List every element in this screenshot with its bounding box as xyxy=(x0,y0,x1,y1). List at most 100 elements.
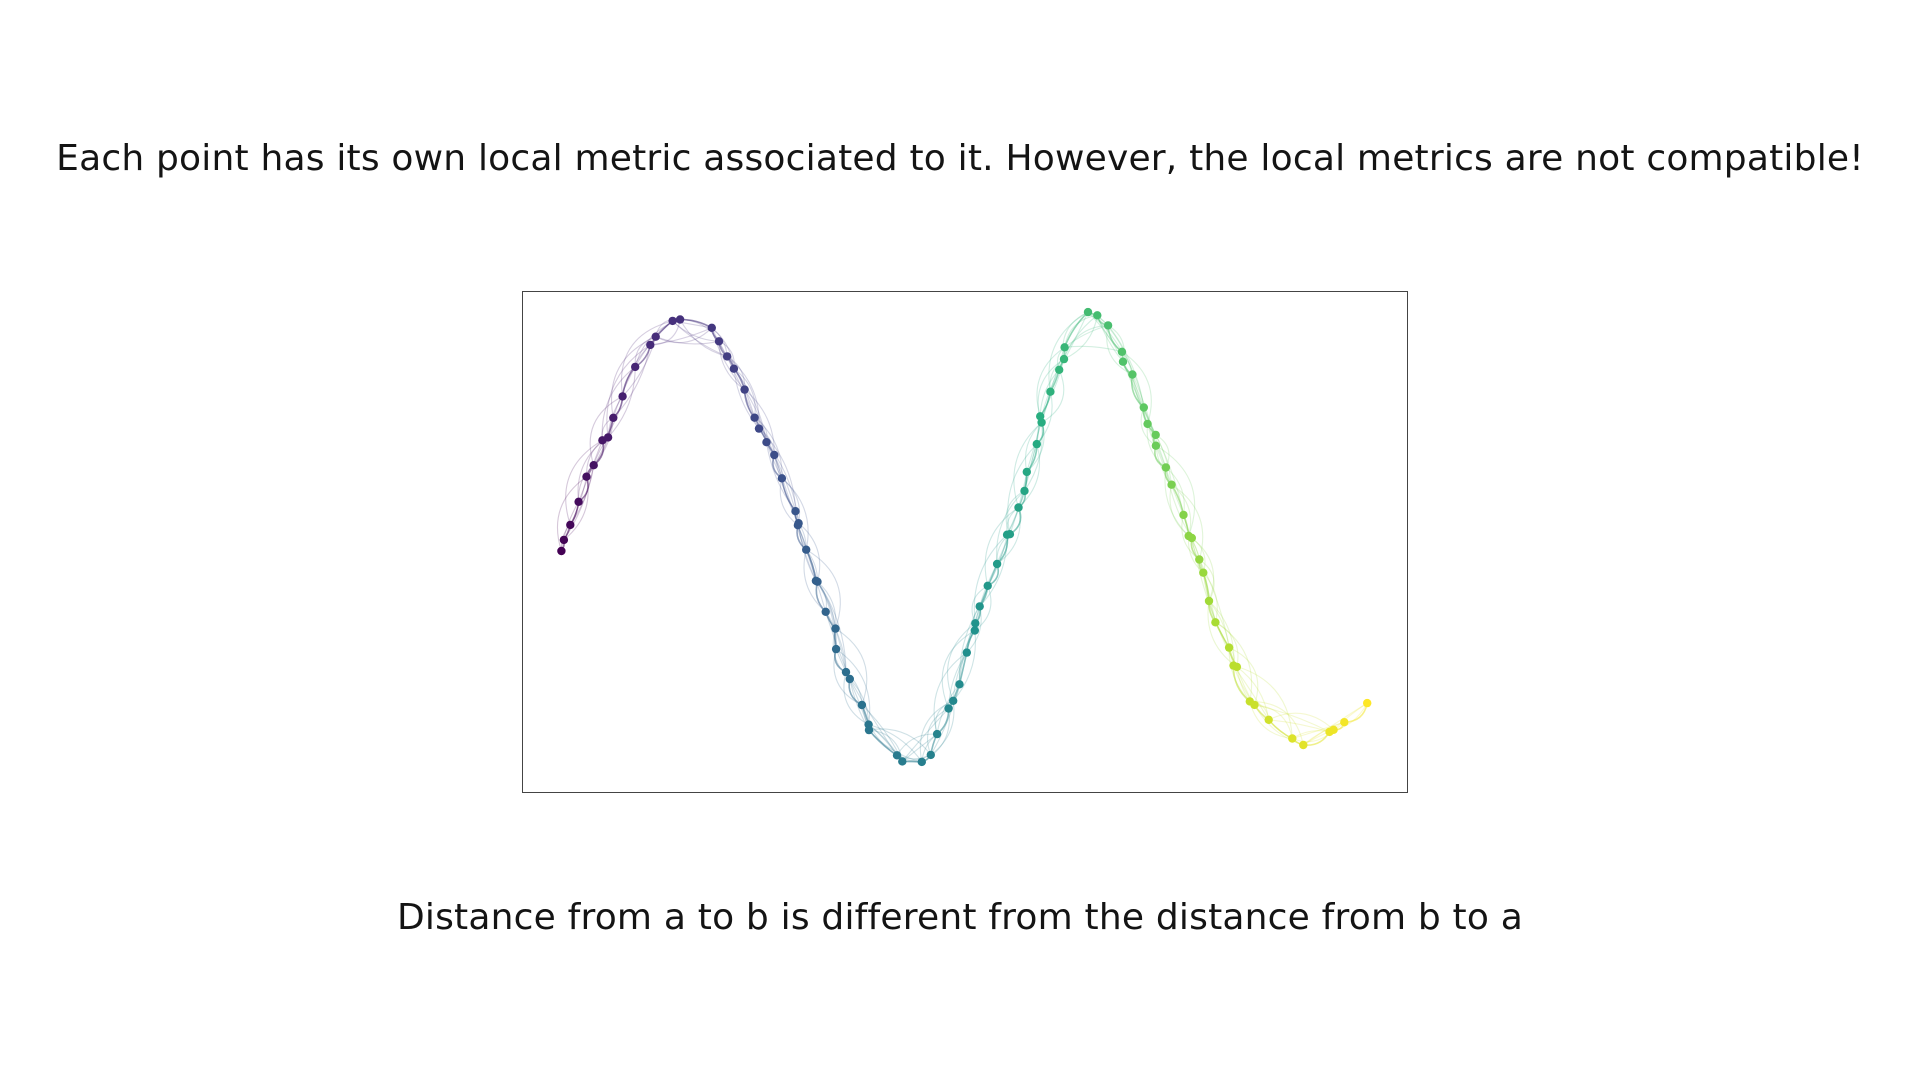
data-point xyxy=(1103,321,1113,330)
data-point xyxy=(557,546,566,556)
metric-edge xyxy=(1039,369,1060,417)
metric-edge xyxy=(1164,467,1190,537)
metric-edge xyxy=(1007,443,1038,535)
metric-edge xyxy=(612,344,651,419)
data-point xyxy=(1151,441,1161,450)
data-point xyxy=(631,362,640,372)
metric-edge xyxy=(1064,345,1123,353)
data-point xyxy=(898,757,907,766)
metric-edge xyxy=(679,319,728,357)
data-point xyxy=(845,674,854,684)
data-point xyxy=(802,545,811,554)
data-point xyxy=(646,340,655,350)
data-point xyxy=(917,757,926,767)
data-point xyxy=(1118,357,1128,366)
metric-edge xyxy=(718,341,756,418)
data-point xyxy=(975,602,984,611)
metric-edge xyxy=(952,630,976,702)
metric-edge xyxy=(1064,314,1098,348)
metric-edge xyxy=(589,395,623,466)
data-point xyxy=(1046,387,1055,396)
data-point xyxy=(582,472,591,481)
metric-edge xyxy=(973,534,1008,624)
metric-edge xyxy=(966,585,989,653)
metric-edge xyxy=(1268,712,1334,731)
top-caption: Each point has its own local metric asso… xyxy=(56,138,1864,179)
data-point xyxy=(857,700,867,710)
metric-edge xyxy=(1024,422,1042,473)
data-point xyxy=(762,438,771,447)
metric-edge xyxy=(996,490,1025,565)
data-point xyxy=(1060,343,1069,352)
data-point xyxy=(1199,568,1208,577)
metric-edge xyxy=(726,355,760,429)
metric-edge xyxy=(797,525,827,612)
metric-edge xyxy=(1155,445,1185,516)
data-point xyxy=(714,337,724,346)
metric-edge xyxy=(744,389,775,456)
metric-edge xyxy=(1236,666,1270,720)
data-point xyxy=(926,750,935,760)
metric-edge xyxy=(933,652,968,735)
metric-edge xyxy=(849,678,870,725)
metric-edge xyxy=(1198,559,1215,602)
data-point xyxy=(754,424,764,433)
data-point xyxy=(559,535,569,545)
data-point xyxy=(675,315,685,324)
data-point xyxy=(1179,510,1188,520)
data-point xyxy=(892,751,902,760)
data-point xyxy=(813,577,822,586)
data-point xyxy=(1299,740,1308,750)
data-point xyxy=(750,413,759,422)
metric-edge xyxy=(1013,422,1042,508)
data-point xyxy=(864,725,874,735)
metric-edge xyxy=(773,454,797,512)
metric-edge xyxy=(958,606,981,685)
metric-edge xyxy=(1147,423,1173,485)
data-point xyxy=(1363,698,1372,708)
metric-edge xyxy=(825,611,847,673)
metric-edge xyxy=(941,630,976,709)
metric-edge xyxy=(868,724,923,763)
metric-edge xyxy=(621,320,673,397)
metric-edge xyxy=(680,318,735,369)
metric-edge xyxy=(718,341,745,391)
metric-edge xyxy=(927,708,949,756)
data-point xyxy=(1128,370,1137,379)
metric-edge xyxy=(1122,361,1149,425)
scatter-plot-frame xyxy=(522,291,1408,793)
data-point xyxy=(791,507,800,516)
metric-edge xyxy=(1009,471,1028,535)
metric-edge xyxy=(672,320,720,342)
data-point xyxy=(1288,734,1297,743)
data-point xyxy=(603,433,613,442)
data-point xyxy=(983,581,992,590)
data-point xyxy=(1022,467,1031,477)
data-point xyxy=(821,607,830,616)
metric-edge xyxy=(1107,325,1145,408)
data-point xyxy=(932,729,942,739)
metric-edge xyxy=(1106,325,1133,375)
data-point xyxy=(955,680,964,689)
metric-edge xyxy=(1036,346,1065,417)
data-point xyxy=(1117,347,1127,356)
data-point xyxy=(1143,419,1152,429)
metric-edge xyxy=(1058,311,1089,371)
metric-edge xyxy=(655,336,720,345)
metric-edge xyxy=(835,628,868,706)
data-point xyxy=(1161,463,1171,472)
data-point xyxy=(770,450,779,460)
metric-edge xyxy=(1063,324,1109,360)
metric-edge xyxy=(1333,702,1368,731)
metric-edge xyxy=(984,507,1019,586)
data-point xyxy=(1020,486,1029,496)
metric-edge xyxy=(817,581,847,673)
metric-edge xyxy=(817,581,837,650)
data-point xyxy=(722,352,732,361)
metric-edge xyxy=(1048,311,1089,392)
data-point xyxy=(777,474,787,483)
metric-edge xyxy=(733,368,768,443)
data-point xyxy=(1264,715,1273,724)
data-point xyxy=(1329,725,1338,734)
data-point xyxy=(589,461,598,470)
